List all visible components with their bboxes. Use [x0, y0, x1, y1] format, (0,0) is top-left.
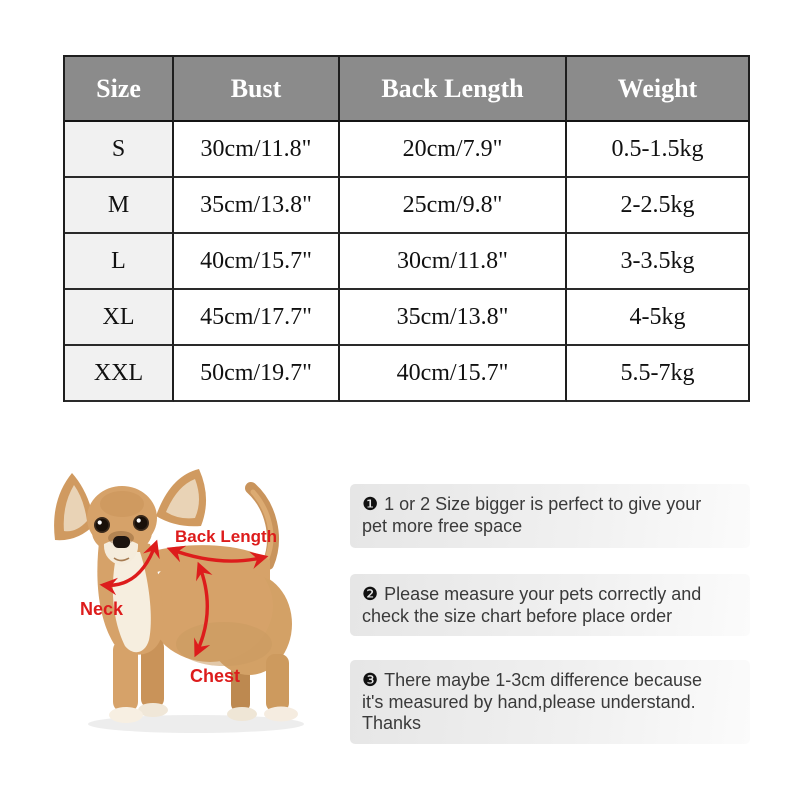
bullet-3-icon: ❸	[362, 670, 379, 691]
dog-front-leg-near	[113, 640, 138, 712]
size-cell: S	[65, 122, 174, 178]
chest-arrow	[194, 561, 213, 658]
bullet-1-icon: ❶	[362, 494, 379, 515]
size-cell: XXL	[65, 346, 174, 402]
column-header-bust: Bust	[174, 57, 340, 122]
note-measure-correctly: ❷ Please measure your pets correctly and …	[350, 574, 750, 636]
bust-cell: 50cm/19.7"	[174, 346, 340, 402]
weight-cell: 2-2.5kg	[567, 178, 750, 234]
bust-cell: 30cm/11.8"	[174, 122, 340, 178]
back-length-cell: 30cm/11.8"	[340, 234, 567, 290]
bust-cell: 45cm/17.7"	[174, 290, 340, 346]
dog-rear-leg-near	[266, 654, 289, 712]
neck-annotation-label: Neck	[80, 599, 124, 619]
weight-cell: 4-5kg	[567, 290, 750, 346]
dog-left-eye	[95, 518, 109, 532]
back-length-annotation-label: Back Length	[175, 527, 277, 546]
size-cell: M	[65, 178, 174, 234]
dog-illustration: Back Length Neck Chest	[54, 469, 304, 733]
chest-annotation-label: Chest	[190, 666, 240, 686]
size-chart-table: Size Bust Back Length Weight S 30cm/11.8…	[63, 55, 750, 402]
note-text: Please measure your pets correctly and c…	[362, 584, 702, 626]
column-header-weight: Weight	[567, 57, 750, 122]
note-hand-measure-difference: ❸ There maybe 1-3cm difference because it…	[350, 660, 750, 744]
bust-cell: 35cm/13.8"	[174, 178, 340, 234]
dog-measurement-diagram: Back Length Neck Chest	[38, 458, 338, 778]
column-header-size: Size	[65, 57, 174, 122]
weight-cell: 5.5-7kg	[567, 346, 750, 402]
neck-arrow	[99, 539, 160, 596]
dog-nose	[113, 536, 130, 548]
column-header-back-length: Back Length	[340, 57, 567, 122]
size-cell: XL	[65, 290, 174, 346]
back-length-arrow	[166, 545, 269, 569]
back-length-cell: 25cm/9.8"	[340, 178, 567, 234]
note-text: 1 or 2 Size bigger is perfect to give yo…	[362, 494, 702, 536]
bust-cell: 40cm/15.7"	[174, 234, 340, 290]
back-length-cell: 20cm/7.9"	[340, 122, 567, 178]
bullet-2-icon: ❷	[362, 584, 379, 605]
dog-right-eye	[134, 516, 148, 530]
back-length-cell: 40cm/15.7"	[340, 346, 567, 402]
size-cell: L	[65, 234, 174, 290]
weight-cell: 3-3.5kg	[567, 234, 750, 290]
weight-cell: 0.5-1.5kg	[567, 122, 750, 178]
note-text: There maybe 1-3cm difference because it'…	[362, 670, 702, 733]
dog-front-leg-far	[141, 638, 164, 708]
back-length-cell: 35cm/13.8"	[340, 290, 567, 346]
